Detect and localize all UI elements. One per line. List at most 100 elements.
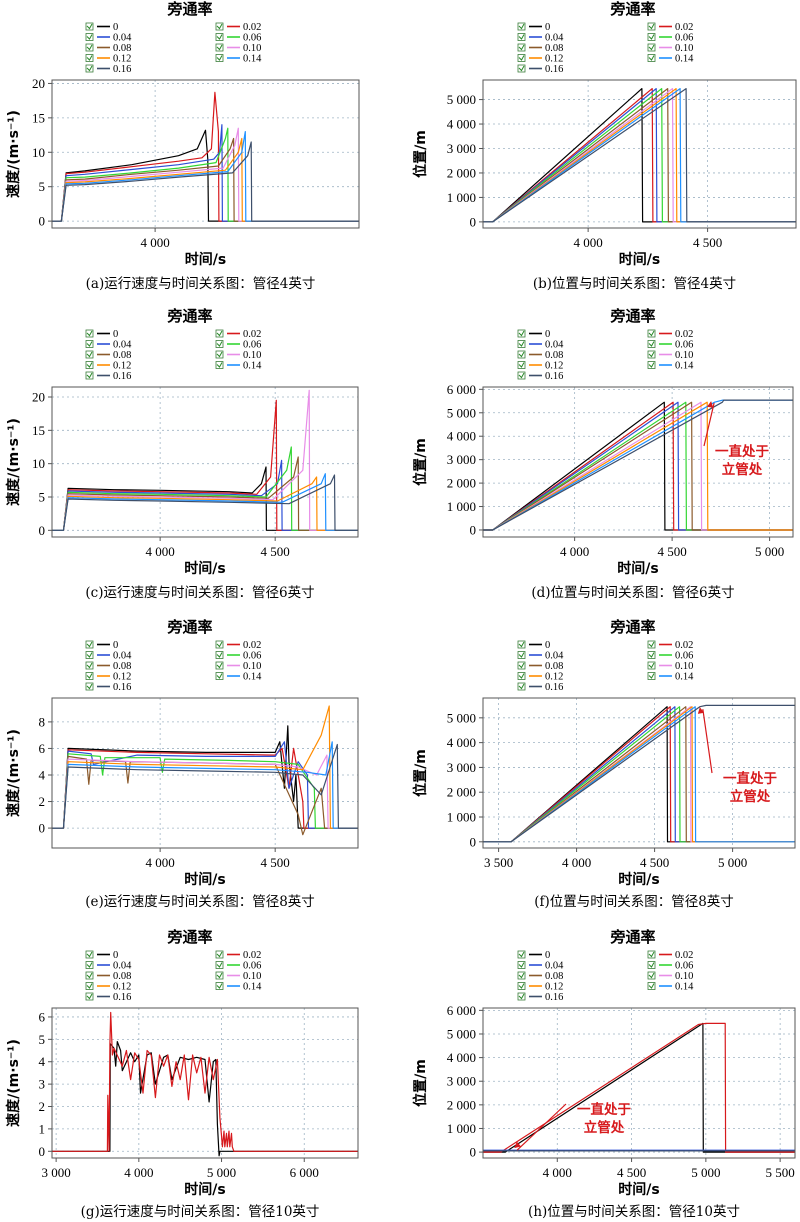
series-line-0.08 [52,755,358,836]
legend-checkbox-icon [85,640,94,649]
legend-label: 0.10 [675,971,693,982]
y-tick-label: 3 000 [447,452,476,467]
legend-checkbox-icon [215,651,224,659]
legend-checkbox-icon [647,340,656,348]
legend-label: 0 [545,329,550,340]
legend-checkmark [216,983,223,989]
legend-checkbox-box [215,971,224,980]
legend-label: 0 [545,640,550,651]
legend-checkbox-icon [517,651,526,659]
series-line-0 [52,1041,358,1157]
series-line-0.04 [52,741,358,829]
legend-checkbox-icon [647,329,656,338]
x-tick-label: 5 500 [766,1165,795,1180]
legend-checkbox-box [85,64,94,73]
series-line-0.02 [52,91,359,222]
y-axis-label: 位置/m [412,749,429,797]
series-group [483,1022,795,1153]
legend-label: 0.12 [113,361,131,372]
y-tick-label: 20 [32,76,45,91]
legend-checkmark [648,44,655,51]
plot-frame [482,1007,796,1159]
legend-checkbox-box [517,43,526,52]
annotation-arrow-head-icon [706,401,714,408]
y-tick-label: 6 000 [447,382,476,397]
legend-checkbox-icon [85,329,94,338]
plot-frame [482,386,794,538]
legend-checkmark [518,683,525,690]
legend-checkmark [86,683,93,690]
legend-checkmark [518,23,525,30]
series-group [483,88,796,223]
legend-checkmark [86,993,93,1000]
legend-checkbox-box [215,33,224,41]
legend-checkbox-box [85,982,94,990]
legend-checkmark [648,362,655,368]
legend-checkmark [86,951,93,958]
series-line-0.04 [483,88,796,223]
legend-checkmark [86,673,93,679]
legend-checkmark [216,55,223,61]
legend-checkmark [518,983,525,989]
legend-checkmark [648,34,655,40]
legend-checkbox-box [85,971,94,980]
legend-checkmark [86,34,93,40]
legend-label: 0.06 [243,651,261,662]
x-tick-label: 5 000 [755,544,784,559]
y-tick-label: 0 [470,1145,477,1160]
legend-checkbox-box [215,22,224,31]
legend-checkbox-icon [647,22,656,31]
legend-checkmark [86,372,93,379]
legend-checkmark [216,351,223,358]
legend-label: 0.12 [113,982,131,993]
legend-checkmark [86,652,93,658]
legend-checkmark [518,55,525,61]
legend-checkbox-icon [647,54,656,62]
legend-checkbox-box [517,54,526,62]
legend-checkbox-icon [647,651,656,659]
legend-label: 0.02 [243,22,261,33]
legend-checkmark [648,673,655,679]
y-tick-label: 5 000 [447,1026,476,1041]
legend-checkmark [86,962,93,968]
legend-checkbox-icon [85,982,94,990]
legend-checkmark [518,341,525,347]
legend-checkmark [216,362,223,368]
legend-checkbox-box [647,350,656,359]
series-group [52,91,359,222]
legend-checkmark [216,330,223,337]
plot-frame [51,386,359,538]
y-tick-label: 1 000 [447,190,476,205]
series-line-0.16 [483,399,793,531]
legend-checkmark [648,983,655,989]
legend-label: 0.04 [545,651,564,662]
legend-checkbox-icon [215,350,224,359]
y-axis-label: 位置/m [412,1059,429,1107]
x-tick-label: 3 000 [42,1165,71,1180]
y-tick-label: 20 [32,390,45,405]
x-tick-label: 4 500 [640,855,669,870]
legend-checkbox-box [517,992,526,1001]
legend-label: 0.08 [545,43,563,54]
y-axis-label: 速度/(m·s⁻¹) [5,110,22,198]
legend-label: 0.14 [675,982,694,993]
legend-checkbox-icon [85,33,94,41]
legend-checkmark [86,362,93,368]
legend-checkbox-icon [517,43,526,52]
legend-checkmark [648,972,655,979]
annotation-line-1: 一直处于 [723,770,777,787]
legend-label: 0.08 [113,43,131,54]
legend-checkmark [86,341,93,347]
series-line-0.06 [52,753,358,829]
legend-checkbox-box [647,340,656,348]
legend-checkbox-box [85,661,94,670]
legend-label: 0.06 [675,651,693,662]
legend-checkbox-icon [647,971,656,980]
legend-checkbox-icon [517,371,526,380]
legend-label: 0.06 [675,961,693,972]
legend-checkmark [518,641,525,648]
series-line-0.12 [483,88,796,223]
x-tick-label: 4 000 [562,855,591,870]
